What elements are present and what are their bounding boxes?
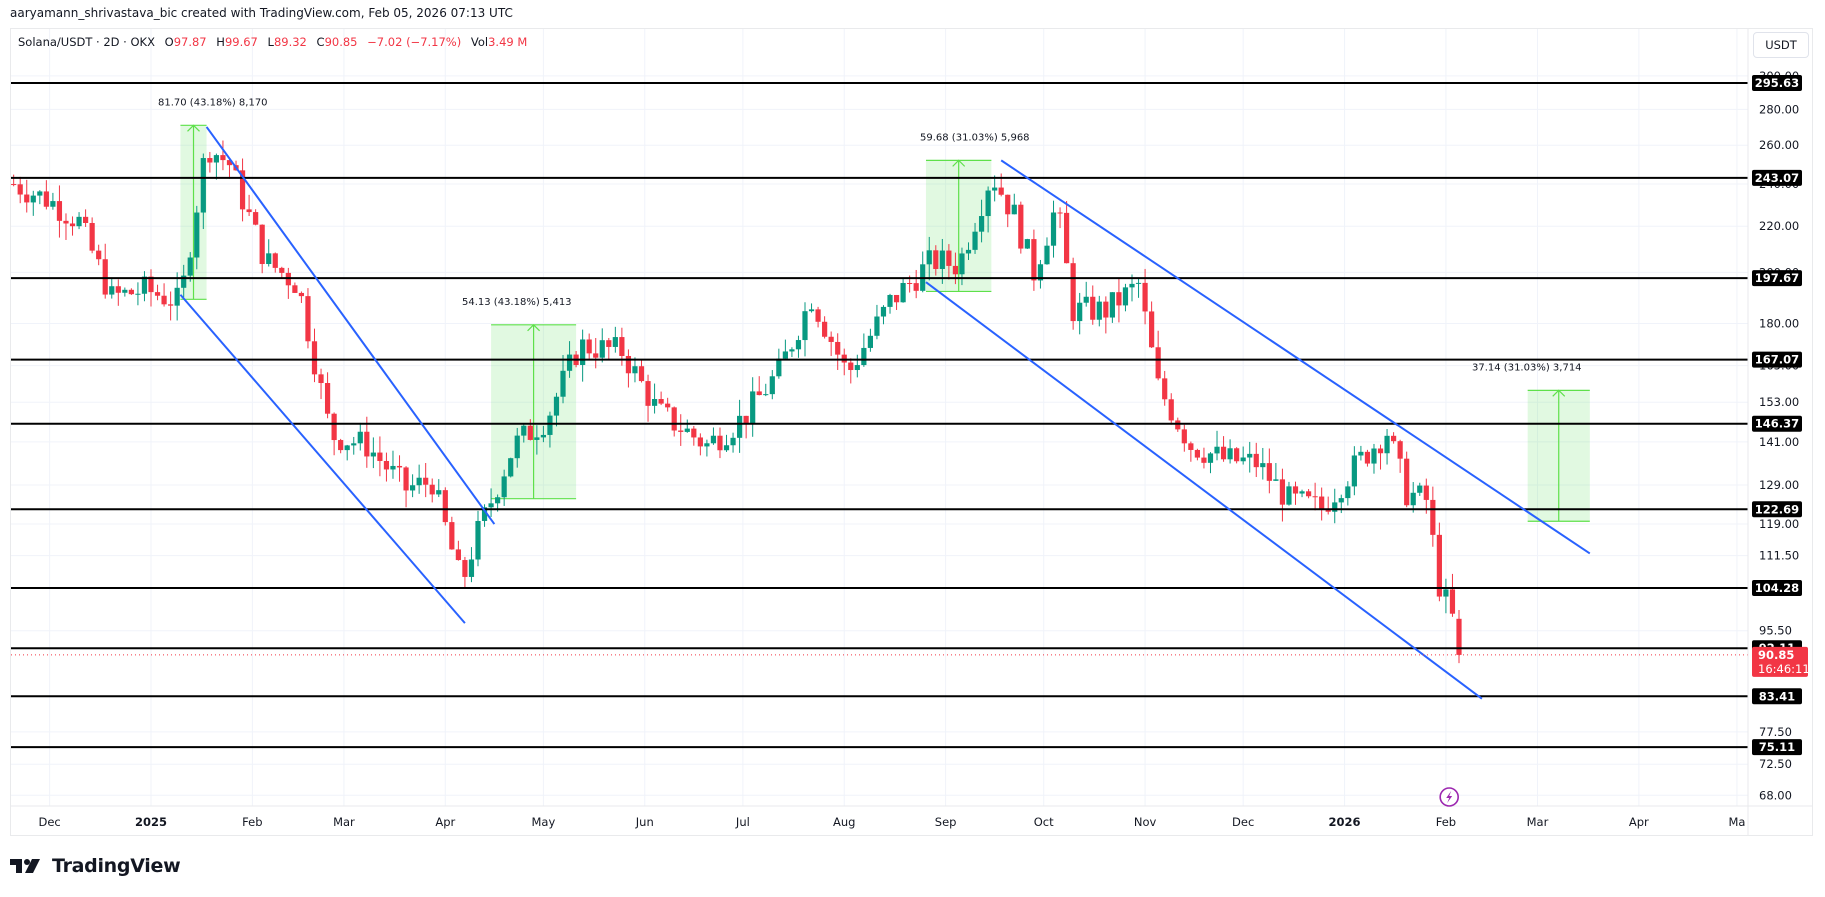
price-range-measure[interactable]: 81.70 (43.18%) 8,170 (158, 97, 268, 300)
time-tick-label: Jul (735, 815, 750, 829)
price-tick-label: 129.00 (1759, 478, 1799, 492)
time-tick-label: Jun (635, 815, 654, 829)
price-tick-label: 111.50 (1759, 549, 1799, 563)
level-price-badge (1752, 351, 1802, 368)
close-value: 90.85 (324, 35, 358, 49)
grid (11, 29, 1748, 806)
symbol-legend: Solana/USDT · 2D · OKX O97.87 H99.67 L89… (18, 35, 527, 49)
time-tick-label: Mar (1527, 815, 1549, 829)
price-tick-label: 119.00 (1759, 517, 1799, 531)
level-price-label: 295.63 (1755, 76, 1799, 90)
volume-label: Vol (470, 35, 489, 49)
time-tick-label: Sep (935, 815, 957, 829)
trend-channels (179, 126, 1591, 700)
time-tick-label: Nov (1134, 815, 1157, 829)
low-value: 89.32 (273, 35, 307, 49)
level-price-badge (1752, 415, 1802, 432)
price-range-label: 81.70 (43.18%) 8,170 (158, 97, 268, 108)
time-tick-label: Dec (38, 815, 60, 829)
tradingview-logo[interactable]: TradingView (10, 855, 181, 877)
price-range-measure[interactable]: 37.14 (31.03%) 3,714 (1472, 362, 1590, 522)
volume-value: 3.49 M (488, 35, 528, 49)
change-value: −7.02 (−7.17%) (367, 35, 462, 49)
level-price-label: 243.07 (1755, 171, 1799, 185)
time-tick-label: Oct (1034, 815, 1054, 829)
current-price-value: 90.85 (1758, 648, 1794, 662)
time-tick-label: Dec (1232, 815, 1254, 829)
time-tick-label: May (532, 815, 556, 829)
time-tick-label: Feb (1436, 815, 1456, 829)
price-axis[interactable]: 300.00280.00260.00240.00220.00200.00180.… (1752, 69, 1810, 802)
high-value: 99.67 (224, 35, 258, 49)
channel-1-upper-trendline[interactable] (205, 126, 496, 525)
time-tick-label: Apr (1629, 815, 1649, 829)
price-tick-label: 68.00 (1759, 788, 1792, 802)
time-tick-label: Apr (435, 815, 455, 829)
close-label: C (316, 35, 325, 49)
level-price-label: 75.11 (1759, 740, 1795, 754)
bar-countdown: 16:46:11 (1758, 662, 1810, 676)
chart-frame (10, 28, 1813, 836)
lightning-event-icon[interactable] (1439, 787, 1459, 807)
price-range-label: 59.68 (31.03%) 5,968 (920, 132, 1030, 143)
time-tick-label: Mar (333, 815, 355, 829)
current-price-badge (1752, 646, 1808, 677)
price-tick-label: 260.00 (1759, 138, 1799, 152)
price-tick-label: 180.00 (1759, 316, 1799, 330)
candles (11, 140, 1462, 664)
price-tick-label: 95.50 (1759, 624, 1792, 638)
level-price-label: 83.41 (1759, 689, 1795, 703)
currency-button[interactable]: USDT (1753, 32, 1809, 58)
level-price-label: 146.37 (1755, 417, 1799, 431)
level-price-badge (1752, 270, 1802, 287)
price-tick-label: 77.50 (1759, 725, 1792, 739)
price-tick-label: 141.00 (1759, 435, 1799, 449)
chart-credit: aaryamann_shrivastava_bic created with T… (10, 6, 513, 20)
low-label: L (267, 35, 274, 49)
time-axis[interactable]: Dec 2025 Feb Mar Apr May Jun Jul Aug Sep Oct Nov Dec… (38, 815, 1745, 829)
time-tick-label: Ma (1728, 815, 1745, 829)
channel-2-lower-trendline[interactable] (925, 281, 1483, 700)
time-tick-label: 2026 (1329, 815, 1361, 829)
channel-2-upper-trendline[interactable] (1000, 159, 1591, 555)
time-tick-label: 2025 (135, 815, 167, 829)
level-price-badge (1752, 169, 1802, 186)
price-tick-label: 220.00 (1759, 219, 1799, 233)
symbol-name[interactable]: Solana/USDT · 2D · OKX (18, 35, 155, 49)
tradingview-logo-icon (10, 859, 40, 873)
price-range-label: 54.13 (43.18%) 5,413 (462, 297, 572, 308)
price-tick-label: 280.00 (1759, 102, 1799, 116)
level-price-badge (1752, 688, 1802, 705)
level-price-label: 122.69 (1755, 502, 1799, 516)
high-label: H (216, 35, 225, 49)
channel-1-lower-trendline[interactable] (179, 294, 466, 624)
time-tick-label: Aug (833, 815, 855, 829)
level-price-badge (1752, 74, 1802, 91)
open-value: 97.87 (173, 35, 207, 49)
open-label: O (164, 35, 174, 49)
price-tick-label: 72.50 (1759, 757, 1792, 771)
tradingview-logo-text: TradingView (52, 855, 181, 877)
level-price-badge (1752, 739, 1802, 756)
level-price-badge (1752, 501, 1802, 518)
time-tick-label: Feb (242, 815, 262, 829)
level-price-label: 104.28 (1755, 581, 1799, 595)
level-price-label: 197.67 (1755, 271, 1799, 285)
level-price-label: 167.07 (1755, 353, 1799, 367)
support-resistance-levels (11, 81, 1748, 749)
price-range-measure[interactable]: 54.13 (43.18%) 5,413 (462, 297, 577, 500)
price-tick-label: 153.00 (1759, 395, 1799, 409)
price-range-label: 37.14 (31.03%) 3,714 (1472, 362, 1582, 373)
level-price-badge (1752, 580, 1802, 597)
